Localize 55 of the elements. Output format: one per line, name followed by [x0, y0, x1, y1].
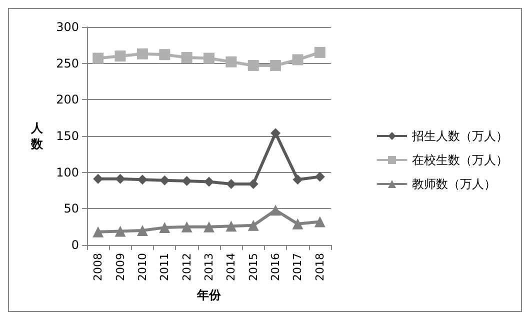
point: [181, 221, 192, 232]
y-tick-label: 0: [71, 238, 79, 252]
legend-label: 招生人数（万人）: [411, 129, 508, 143]
x-tick-label: 2018: [313, 253, 326, 281]
point: [226, 178, 236, 189]
point: [114, 50, 126, 62]
point: [248, 60, 259, 72]
y-tick-label: 300: [56, 20, 79, 34]
x-tick-label: 2014: [224, 253, 238, 281]
point: [204, 221, 214, 232]
point: [92, 226, 104, 238]
point: [270, 204, 282, 216]
point: [159, 222, 170, 234]
y-tick-label: 250: [56, 56, 79, 70]
point: [92, 52, 104, 64]
x-tick-label: 2011: [158, 253, 172, 281]
y-tick-label: 100: [56, 165, 79, 180]
x-tick-label: 2017: [291, 253, 304, 281]
x-tick-label: 2010: [136, 253, 149, 281]
point: [93, 174, 104, 184]
x-tick-label: 2012: [180, 253, 194, 281]
point: [182, 176, 192, 186]
point: [248, 220, 259, 231]
x-axis-title: 年份: [196, 288, 222, 302]
point: [270, 60, 282, 72]
legend-label: 在校生数（万人）: [412, 153, 508, 167]
point: [314, 46, 326, 58]
x-tick-label: 2008: [92, 253, 105, 281]
point: [226, 56, 237, 68]
point: [314, 216, 326, 228]
x-tick-label: 2015: [246, 253, 260, 281]
point: [136, 48, 148, 60]
point: [114, 226, 126, 237]
x-tick-label: 2016: [269, 253, 282, 281]
point: [204, 176, 214, 187]
y-axis-title: 人数: [30, 121, 44, 151]
point: [270, 128, 281, 138]
point: [136, 224, 148, 236]
point: [204, 52, 214, 64]
point: [181, 52, 192, 64]
point: [292, 174, 303, 185]
point: [292, 218, 304, 230]
point: [314, 172, 325, 182]
legend-label: 教师数（万人）: [412, 177, 496, 191]
y-tick-label: 50: [64, 202, 79, 216]
point: [159, 49, 170, 60]
x-tick-label: 2013: [202, 253, 216, 281]
y-tick-label: 200: [56, 92, 79, 107]
y-tick-label: 150: [56, 129, 79, 143]
point: [160, 175, 170, 186]
point: [226, 220, 237, 232]
point: [115, 174, 126, 184]
point: [137, 174, 148, 185]
point: [292, 54, 304, 66]
x-tick-label: 2009: [114, 253, 127, 281]
